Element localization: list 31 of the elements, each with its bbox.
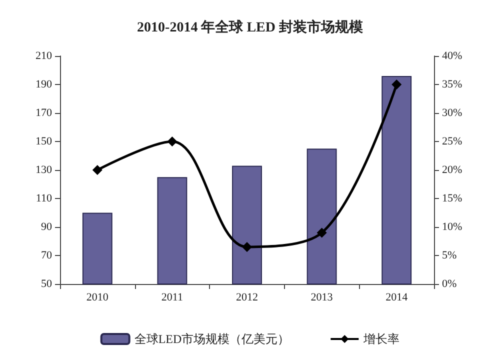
y2-tick-label: 15%: [442, 192, 462, 204]
y2-tick-label: 5%: [442, 250, 457, 262]
y-tick-label: 130: [36, 164, 52, 176]
x-tick-label: 2013: [310, 292, 334, 304]
x-tick-label: 2010: [86, 292, 109, 304]
point: [242, 242, 252, 252]
y-tick-label: 190: [36, 78, 52, 90]
x-tick-label: 2011: [161, 292, 183, 304]
x-tick-label: 2014: [386, 292, 408, 304]
y2-tick-label: 0%: [442, 278, 457, 290]
legend-label: 全球LED市场规模（亿美元）: [134, 332, 290, 346]
y-tick-label: 150: [36, 136, 52, 148]
point: [92, 165, 102, 175]
y2-tick-label: 35%: [442, 78, 462, 90]
y-tick-label: 210: [36, 50, 52, 62]
y-tick-label: 50: [41, 278, 52, 290]
point: [167, 136, 178, 146]
point: [392, 80, 402, 90]
legend-label: 增长率: [362, 332, 400, 346]
y-tick-label: 90: [41, 221, 52, 233]
y-tick-label: 70: [41, 250, 52, 262]
y2-tick-label: 40%: [442, 50, 462, 62]
x-tick-label: 2012: [236, 292, 258, 304]
y2-tick-label: 20%: [442, 164, 462, 176]
y2-tick-label: 10%: [442, 221, 462, 233]
point: [316, 228, 327, 238]
y-tick-label: 110: [36, 192, 52, 204]
chart-title: 2010-2014 年全球 LED 封装市场规模: [137, 18, 364, 36]
y2-tick-label: 30%: [442, 107, 462, 119]
y2-tick-label: 25%: [442, 136, 462, 148]
y-tick-label: 170: [36, 107, 52, 119]
